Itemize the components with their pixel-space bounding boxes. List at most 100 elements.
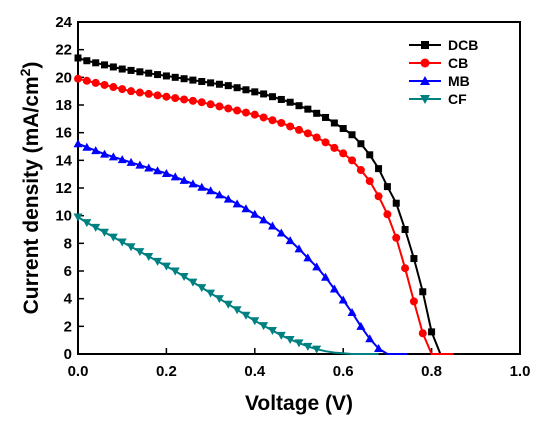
data-point-cb — [339, 149, 348, 158]
data-point-cb — [303, 129, 312, 138]
series-cb — [74, 74, 454, 355]
data-point-cb — [162, 92, 171, 101]
data-point-dcb — [207, 79, 215, 87]
data-point-mb — [232, 199, 242, 208]
data-point-dcb — [410, 255, 418, 263]
data-point-mb — [170, 172, 180, 181]
data-point-mb — [329, 284, 339, 293]
x-tick-label: 1.0 — [510, 363, 531, 380]
data-point-dcb — [101, 61, 109, 69]
data-point-mb — [126, 157, 136, 166]
data-point-dcb — [251, 88, 259, 96]
y-tick-label: 14 — [55, 152, 72, 169]
data-point-mb — [223, 194, 233, 203]
y-tick-label: 8 — [64, 235, 72, 252]
y-tick-label: 12 — [55, 180, 72, 197]
data-point-cb — [144, 89, 153, 98]
data-point-cb — [321, 138, 330, 147]
data-point-mb — [108, 152, 118, 161]
data-point-dcb — [198, 77, 206, 85]
data-point-cb — [91, 78, 100, 87]
series-mb — [73, 139, 408, 355]
data-point-cf — [135, 248, 145, 257]
data-point-cf — [259, 322, 269, 331]
data-point-cf — [153, 257, 163, 266]
data-point-mb — [374, 343, 384, 352]
y-tick-label: 4 — [64, 291, 73, 308]
series-line-mb — [77, 142, 408, 355]
data-point-dcb — [277, 95, 285, 103]
data-point-dcb — [428, 328, 436, 336]
data-point-dcb — [392, 199, 400, 207]
data-point-dcb — [260, 90, 268, 98]
data-point-dcb — [215, 80, 223, 88]
y-tick-label: 2 — [64, 318, 72, 335]
series-line-cf — [77, 216, 379, 355]
data-point-cb — [171, 94, 180, 103]
data-point-cf — [117, 238, 127, 247]
y-tick-label: 22 — [55, 42, 72, 59]
data-point-mb — [153, 166, 163, 175]
data-point-cb — [153, 91, 162, 100]
legend-label-cf: CF — [448, 91, 467, 107]
data-point-cb — [241, 108, 250, 117]
data-point-cb — [330, 143, 339, 152]
data-point-cb — [188, 96, 197, 105]
data-point-cf — [100, 228, 110, 237]
y-tick-label: 0 — [64, 346, 72, 363]
data-point-cb — [233, 106, 242, 115]
data-point-mb — [294, 244, 304, 253]
data-point-mb — [73, 139, 83, 148]
data-point-cf — [232, 306, 242, 315]
series-dcb — [74, 54, 454, 355]
data-point-dcb — [118, 65, 126, 73]
data-point-dcb — [339, 125, 347, 133]
data-point-cb — [127, 87, 136, 96]
data-point-cf — [250, 317, 260, 326]
legend: DCB CB MB CF — [409, 37, 478, 107]
data-point-mb — [312, 262, 322, 271]
data-point-cf — [197, 284, 207, 293]
y-axis-title-main: Current density (mA/cm — [20, 76, 43, 314]
data-point-dcb — [366, 151, 374, 159]
data-point-dcb — [224, 82, 232, 90]
legend-item-mb: MB — [409, 73, 470, 89]
data-point-dcb — [268, 93, 276, 101]
data-point-cb — [401, 264, 410, 273]
data-point-dcb — [286, 98, 294, 106]
data-point-dcb — [145, 69, 153, 77]
x-tick-label: 0.0 — [68, 363, 89, 380]
data-point-cb — [118, 85, 127, 94]
data-point-mb — [117, 155, 127, 164]
data-point-dcb — [180, 75, 188, 83]
data-point-cb — [286, 122, 295, 131]
data-point-cb — [215, 102, 224, 111]
data-point-mb — [259, 215, 269, 224]
data-point-cf — [179, 273, 189, 282]
data-point-mb — [100, 149, 110, 158]
data-point-mb — [179, 175, 189, 184]
data-point-mb — [250, 209, 260, 218]
data-point-dcb — [383, 183, 391, 191]
legend-marker-cb — [420, 58, 430, 68]
data-point-cf — [267, 326, 277, 335]
data-point-cf — [82, 219, 92, 228]
data-point-dcb — [401, 226, 409, 233]
data-point-cb — [259, 113, 268, 122]
legend-marker-mb — [420, 76, 430, 85]
data-point-cb — [383, 210, 392, 219]
data-point-cf — [285, 335, 295, 344]
x-tick-label: 0.2 — [156, 363, 177, 380]
data-point-mb — [303, 253, 313, 262]
series-cf — [73, 213, 379, 355]
data-point-dcb — [348, 131, 356, 139]
data-point-mb — [267, 221, 277, 230]
data-point-cb — [409, 297, 418, 306]
data-point-cb — [206, 100, 215, 109]
legend-item-dcb: DCB — [409, 37, 478, 53]
data-point-dcb — [189, 76, 197, 84]
data-point-mb — [197, 182, 207, 191]
legend-item-cb: CB — [409, 55, 468, 71]
x-tick-label: 0.8 — [421, 363, 442, 380]
